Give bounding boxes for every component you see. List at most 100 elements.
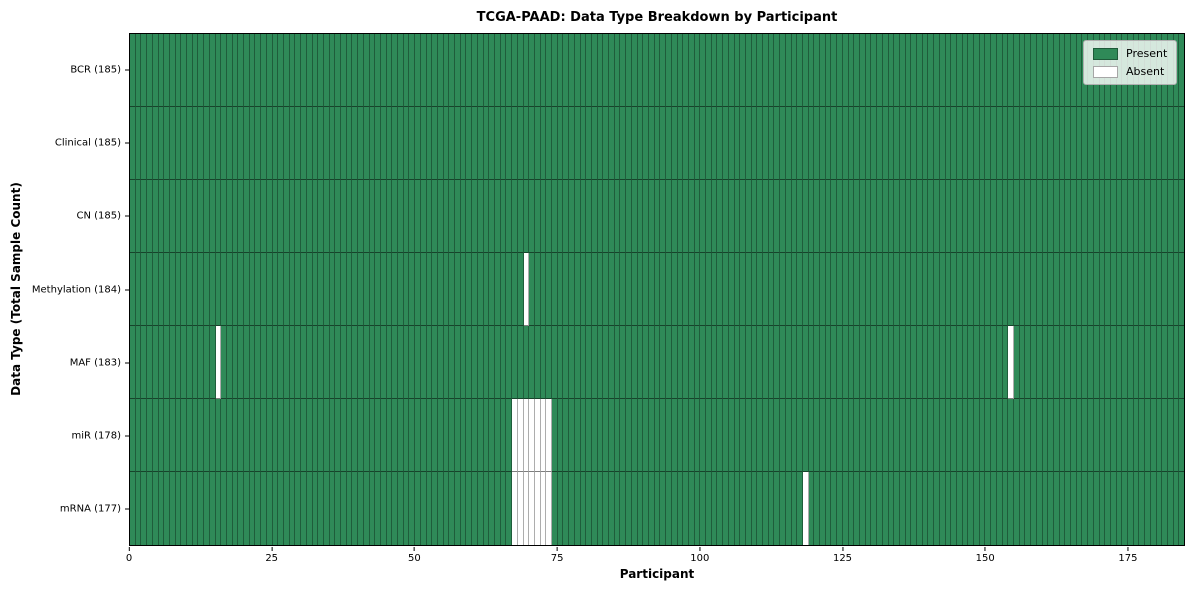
cell-present [1133,107,1140,180]
cell-present [603,472,610,545]
cell-present [996,253,1003,326]
cell-present [546,107,553,180]
cell-present [979,326,986,399]
cell-present [546,180,553,253]
cell-present [489,34,495,107]
cell-present [626,399,632,472]
cell-present [1065,180,1072,253]
cell-present [688,326,695,399]
cell-present [860,399,866,472]
cell-present [301,472,307,545]
cell-present [187,34,193,107]
cell-present [289,180,296,253]
cell-present [985,107,992,180]
cell-present [785,34,792,107]
cell-present [643,34,649,107]
cell-present [609,34,615,107]
cell-present [1167,399,1174,472]
cell-present [341,326,347,399]
cell-present [358,180,364,253]
cell-present [209,326,216,399]
cell-present [1071,34,1077,107]
cell-present [1025,399,1032,472]
cell-present [420,326,427,399]
cell-present [660,180,667,253]
cell-present [802,180,809,253]
cell-present [871,180,878,253]
cell-present [820,107,826,180]
cell-present [1019,180,1026,253]
cell-present [1059,107,1066,180]
cell-present [455,107,461,180]
cell-present [1156,399,1163,472]
cell-present [1002,34,1009,107]
cell-present [192,253,199,326]
cell-present [392,326,399,399]
cell-present [369,107,376,180]
cell-present [455,180,461,253]
cell-present [905,253,912,326]
cell-present [557,34,564,107]
cell-present [586,326,592,399]
cell-present [398,107,404,180]
cell-present [1173,472,1180,545]
cell-present [523,34,530,107]
cell-present [757,399,764,472]
cell-present [506,253,513,326]
cell-present [723,326,729,399]
cell-present [209,472,216,545]
cell-present [945,107,952,180]
cell-present [295,472,302,545]
cell-present [1071,399,1077,472]
cell-present [443,34,450,107]
cell-present [1156,253,1163,326]
cell-present [974,253,980,326]
cell-present [472,180,478,253]
cell-present [398,34,404,107]
cell-present [318,326,324,399]
cell-present [911,107,918,180]
cell-present [717,326,724,399]
cell-present [1013,180,1020,253]
cell-absent [529,472,535,545]
cell-present [169,326,176,399]
cell-present [865,107,872,180]
cell-present [871,34,878,107]
cell-present [261,107,267,180]
cell-present [181,472,188,545]
y-tick-mark [125,142,129,144]
cell-present [1042,107,1049,180]
cell-present [985,253,992,326]
cell-present [1082,326,1089,399]
cell-present [426,180,433,253]
cell-present [460,34,467,107]
cell-present [312,180,319,253]
cell-present [1071,253,1077,326]
cell-present [204,107,210,180]
cell-present [711,326,718,399]
cell-present [945,472,952,545]
cell-present [466,253,473,326]
cell-present [512,180,518,253]
cell-present [922,472,929,545]
cell-present [540,180,547,253]
cell-present [723,399,729,472]
cell-present [130,326,136,399]
cell-present [238,107,245,180]
cell-present [911,180,918,253]
cell-present [837,107,843,180]
cell-absent [540,472,547,545]
cell-present [814,326,821,399]
cell-present [392,472,399,545]
cell-present [991,326,997,399]
cell-present [962,253,969,326]
cell-present [449,399,456,472]
cell-present [1008,107,1014,180]
cell-present [677,34,684,107]
cell-present [820,253,826,326]
cell-present [329,180,336,253]
cell-present [574,253,581,326]
cell-present [135,472,142,545]
cell-present [894,107,900,180]
cell-present [249,34,256,107]
